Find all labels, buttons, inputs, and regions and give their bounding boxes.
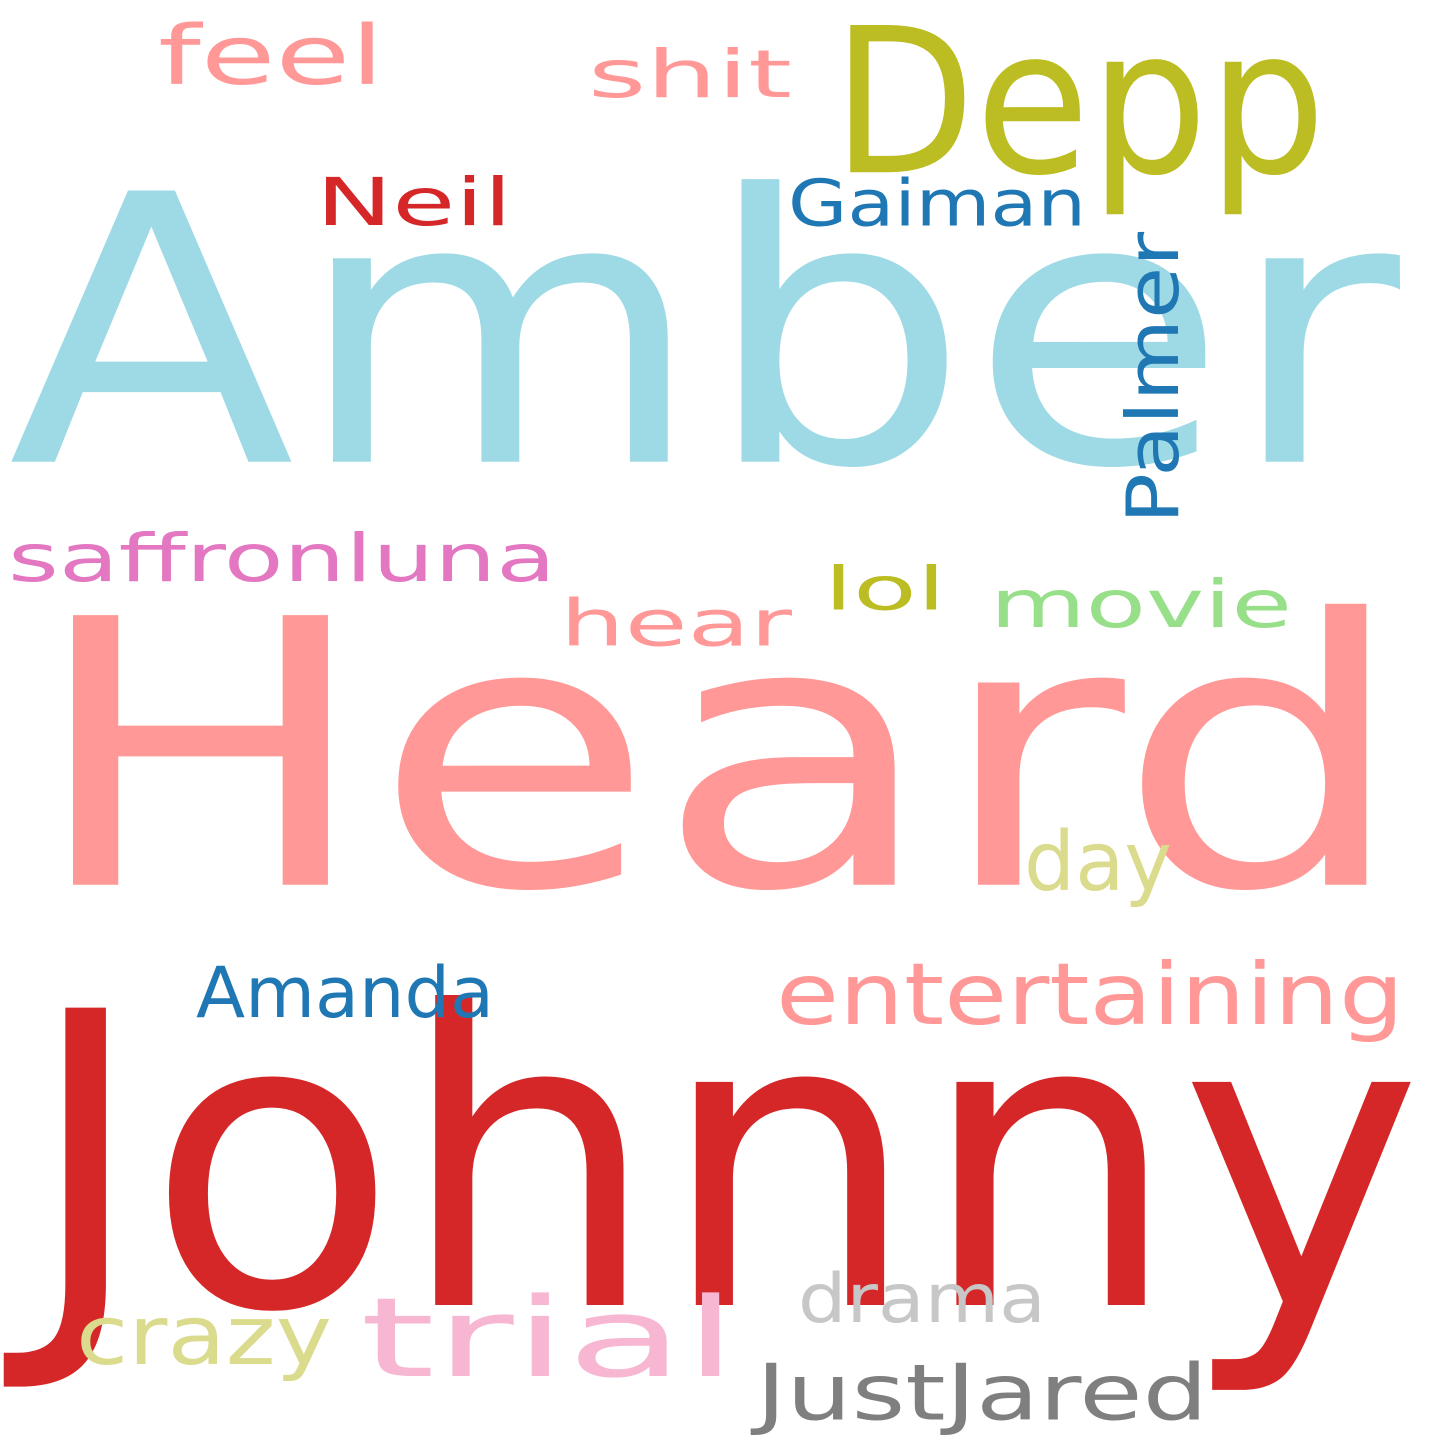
word-lol: lol	[824, 554, 946, 625]
word-movie: movie	[990, 565, 1292, 643]
word-hear: hear	[560, 586, 792, 662]
word-johnny: Johnny	[25, 925, 1423, 1402]
word-shit: shit	[588, 35, 792, 113]
word-justjared: JustJared	[756, 1346, 1208, 1438]
word-saffronluna: saffronluna	[8, 519, 556, 597]
word-heard: Heard	[28, 541, 1408, 973]
word-neil: Neil	[316, 163, 512, 241]
word-day: day	[1024, 814, 1172, 911]
word-palmer: Palmer	[1111, 232, 1196, 525]
word-gaiman: Gaiman	[788, 166, 1086, 242]
word-crazy: crazy	[76, 1288, 332, 1385]
word-amber: Amber	[8, 117, 1401, 551]
word-entertaining: entertaining	[776, 944, 1404, 1045]
word-trial: trial	[360, 1274, 738, 1403]
word-feel: feel	[158, 8, 384, 105]
word-amanda: Amanda	[196, 951, 494, 1034]
word-drama: drama	[798, 1259, 1046, 1339]
word-depp: Depp	[832, 0, 1326, 221]
